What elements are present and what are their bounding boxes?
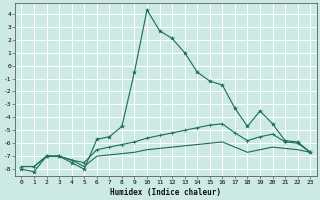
X-axis label: Humidex (Indice chaleur): Humidex (Indice chaleur)	[110, 188, 221, 197]
